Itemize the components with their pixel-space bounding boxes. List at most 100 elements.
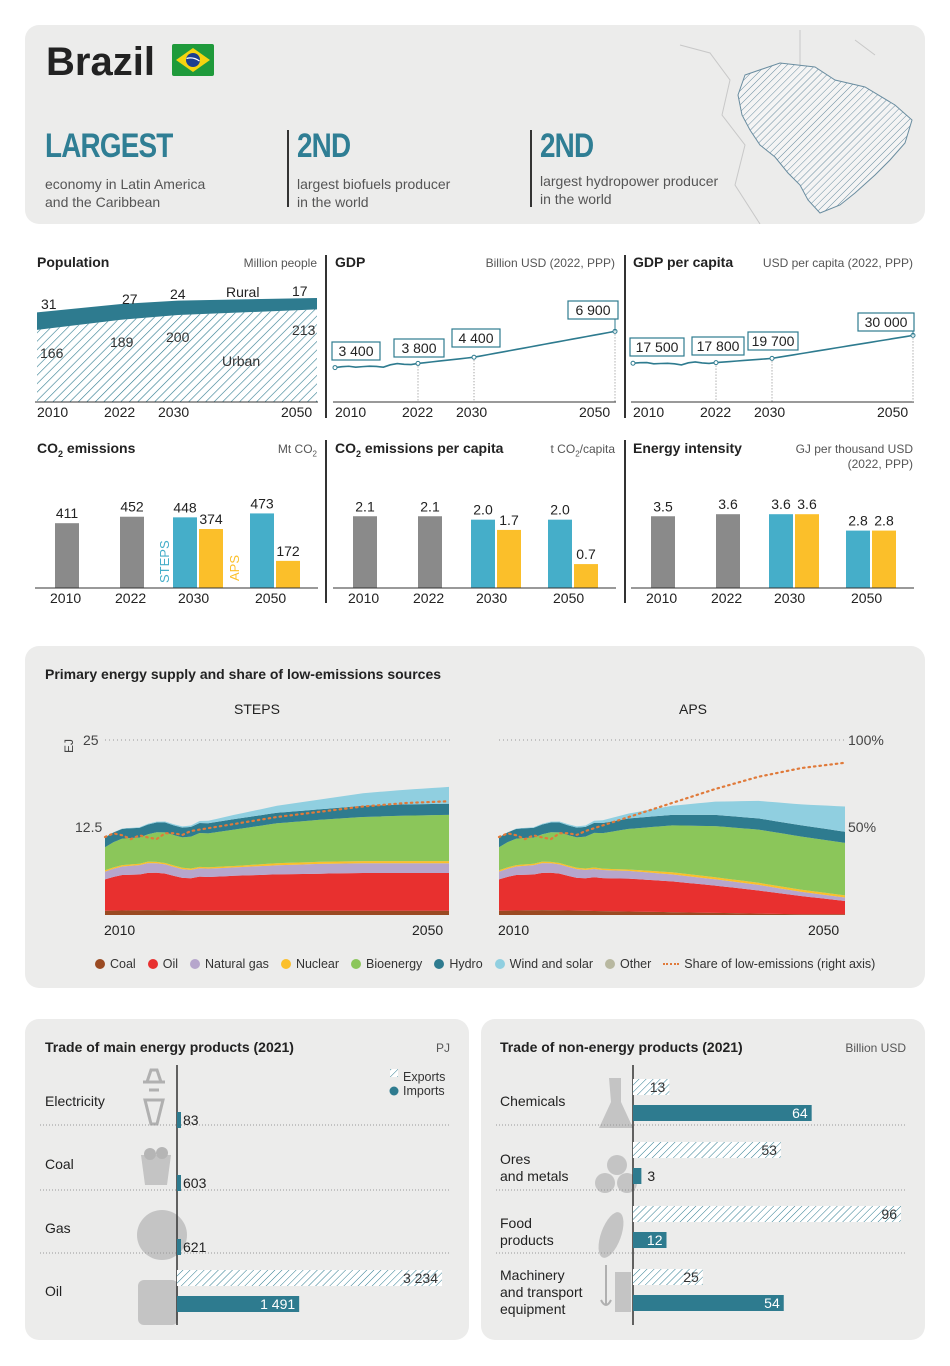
rural-value: 27: [122, 291, 138, 307]
legend-swatch: [95, 959, 105, 969]
intensity-title: Energy intensity: [633, 440, 742, 456]
imports-value: 3: [647, 1168, 655, 1184]
imports-value: 12: [647, 1232, 663, 1248]
legend-label: Natural gas: [205, 957, 269, 971]
imports-value: 83: [183, 1112, 199, 1128]
legend-item: Wind and solar: [494, 957, 594, 971]
legend-swatch: [605, 959, 616, 969]
legend-label: Nuclear: [295, 957, 340, 971]
value-box: [629, 337, 685, 357]
bar-value: 452: [120, 499, 144, 515]
ore-icon: [595, 1173, 615, 1193]
year-tick: 2022: [700, 404, 731, 420]
imports-value: 54: [764, 1295, 780, 1311]
row-label: and metals: [500, 1168, 568, 1184]
stat-1-desc: economy in Latin America and the Caribbea…: [45, 176, 206, 210]
year-tick: 2050: [877, 404, 908, 420]
steps-area-natural-gas: [105, 863, 449, 880]
trade-energy-title: Trade of main energy products (2021): [45, 1039, 294, 1055]
aps-bar: [276, 560, 300, 588]
trade-nonenergy-unit: Billion USD: [845, 1041, 906, 1055]
rural-band: [37, 298, 317, 330]
imports-bar: [177, 1175, 181, 1191]
bar-value: 2.0: [473, 502, 493, 518]
aps-area-oil: [499, 872, 845, 915]
imports-swatch: [389, 1086, 399, 1096]
imports-value: 603: [183, 1175, 207, 1191]
legend-label: Oil: [162, 957, 178, 971]
electricity-pylon-icon: [143, 1068, 165, 1126]
history-bar: [120, 516, 144, 588]
aps-label: APS: [227, 555, 242, 581]
primary-energy-chart: STEPS APS EJ 25 12.5 100% 50% 2010 2050 2010 2050: [62, 701, 884, 938]
imports-value: 1 491: [260, 1296, 295, 1312]
x-tick: 2050: [412, 922, 443, 938]
bar-value: 2.1: [355, 498, 375, 514]
year-tick: 2010: [348, 590, 379, 606]
legend-item: Other: [605, 957, 651, 971]
steps-bar: [846, 530, 870, 588]
data-point: [415, 360, 421, 366]
steps-label: STEPS: [157, 540, 172, 583]
urban-value: 189: [110, 334, 134, 350]
history-bar: [55, 523, 79, 588]
year-tick: 2030: [178, 590, 209, 606]
value-label: 19 700: [752, 333, 795, 349]
bar-value: 3.5: [653, 498, 673, 514]
country-name: Brazil: [46, 40, 155, 84]
aps-bar: [872, 530, 896, 588]
legend-swatch: [351, 959, 362, 969]
year-tick: 2022: [413, 590, 444, 606]
row-label: and transport: [500, 1284, 583, 1300]
gdppc-unit: USD per capita (2022, PPP): [762, 256, 913, 270]
stat-3-desc: largest hydropower producer in the world: [540, 173, 719, 207]
brazil-flag-icon: [172, 44, 214, 76]
steps-area-hydro: [105, 803, 449, 848]
exports-value: 13: [650, 1079, 666, 1095]
coal-lump-icon: [156, 1147, 168, 1159]
aps-area-natural-gas: [499, 863, 845, 901]
value-label: 30 000: [865, 314, 908, 330]
chart-divider: [624, 255, 626, 418]
row-label: Gas: [45, 1220, 71, 1236]
legend-label: Share of low-emissions (right axis): [684, 957, 876, 971]
exports-bar: [633, 1142, 781, 1158]
imports-bar: [177, 1239, 181, 1255]
aps-area-hydro: [499, 814, 845, 848]
value-box: [393, 338, 445, 358]
value-box: [567, 300, 619, 320]
exports-bar: [177, 1270, 442, 1286]
rural-value: 17: [292, 283, 308, 299]
bar-value: 1.7: [499, 512, 519, 528]
oil-barrel-icon: [138, 1280, 178, 1325]
imports-bar: [633, 1168, 642, 1184]
year-tick: 2050: [579, 404, 610, 420]
year-tick: 2022: [115, 590, 146, 606]
trade-nonenergy-title: Trade of non-energy products (2021): [500, 1039, 743, 1055]
row-label: Food: [500, 1215, 532, 1231]
legend-item: Coal: [95, 957, 136, 971]
chart-divider: [624, 440, 626, 603]
urban-value: 200: [166, 329, 190, 345]
legend-dotted-icon: [663, 963, 680, 965]
imports-bar: [633, 1105, 812, 1121]
co2-title: CO2 emissions: [37, 440, 136, 459]
steps-area-nuclear: [105, 861, 449, 872]
year-tick: 2050: [553, 590, 584, 606]
population-title: Population: [37, 254, 110, 270]
row-label: Oil: [45, 1283, 62, 1299]
bar-value: 172: [276, 543, 300, 559]
bar-value: 473: [250, 495, 274, 511]
legend-label: Hydro: [449, 957, 483, 971]
bar-value: 2.8: [874, 513, 894, 529]
legend-label: Bioenergy: [366, 957, 423, 971]
gdp-title: GDP: [335, 254, 366, 270]
data-point: [630, 360, 636, 366]
ore-icon: [617, 1173, 637, 1193]
y-tick: 25: [83, 732, 99, 748]
legend-label: Wind and solar: [509, 957, 594, 971]
urban-label: Urban: [222, 353, 260, 369]
legend-swatch: [147, 959, 158, 969]
gdp-chart: 3 400 3 800 4 400 6 900 2010 2022 2030 2050: [331, 300, 619, 420]
